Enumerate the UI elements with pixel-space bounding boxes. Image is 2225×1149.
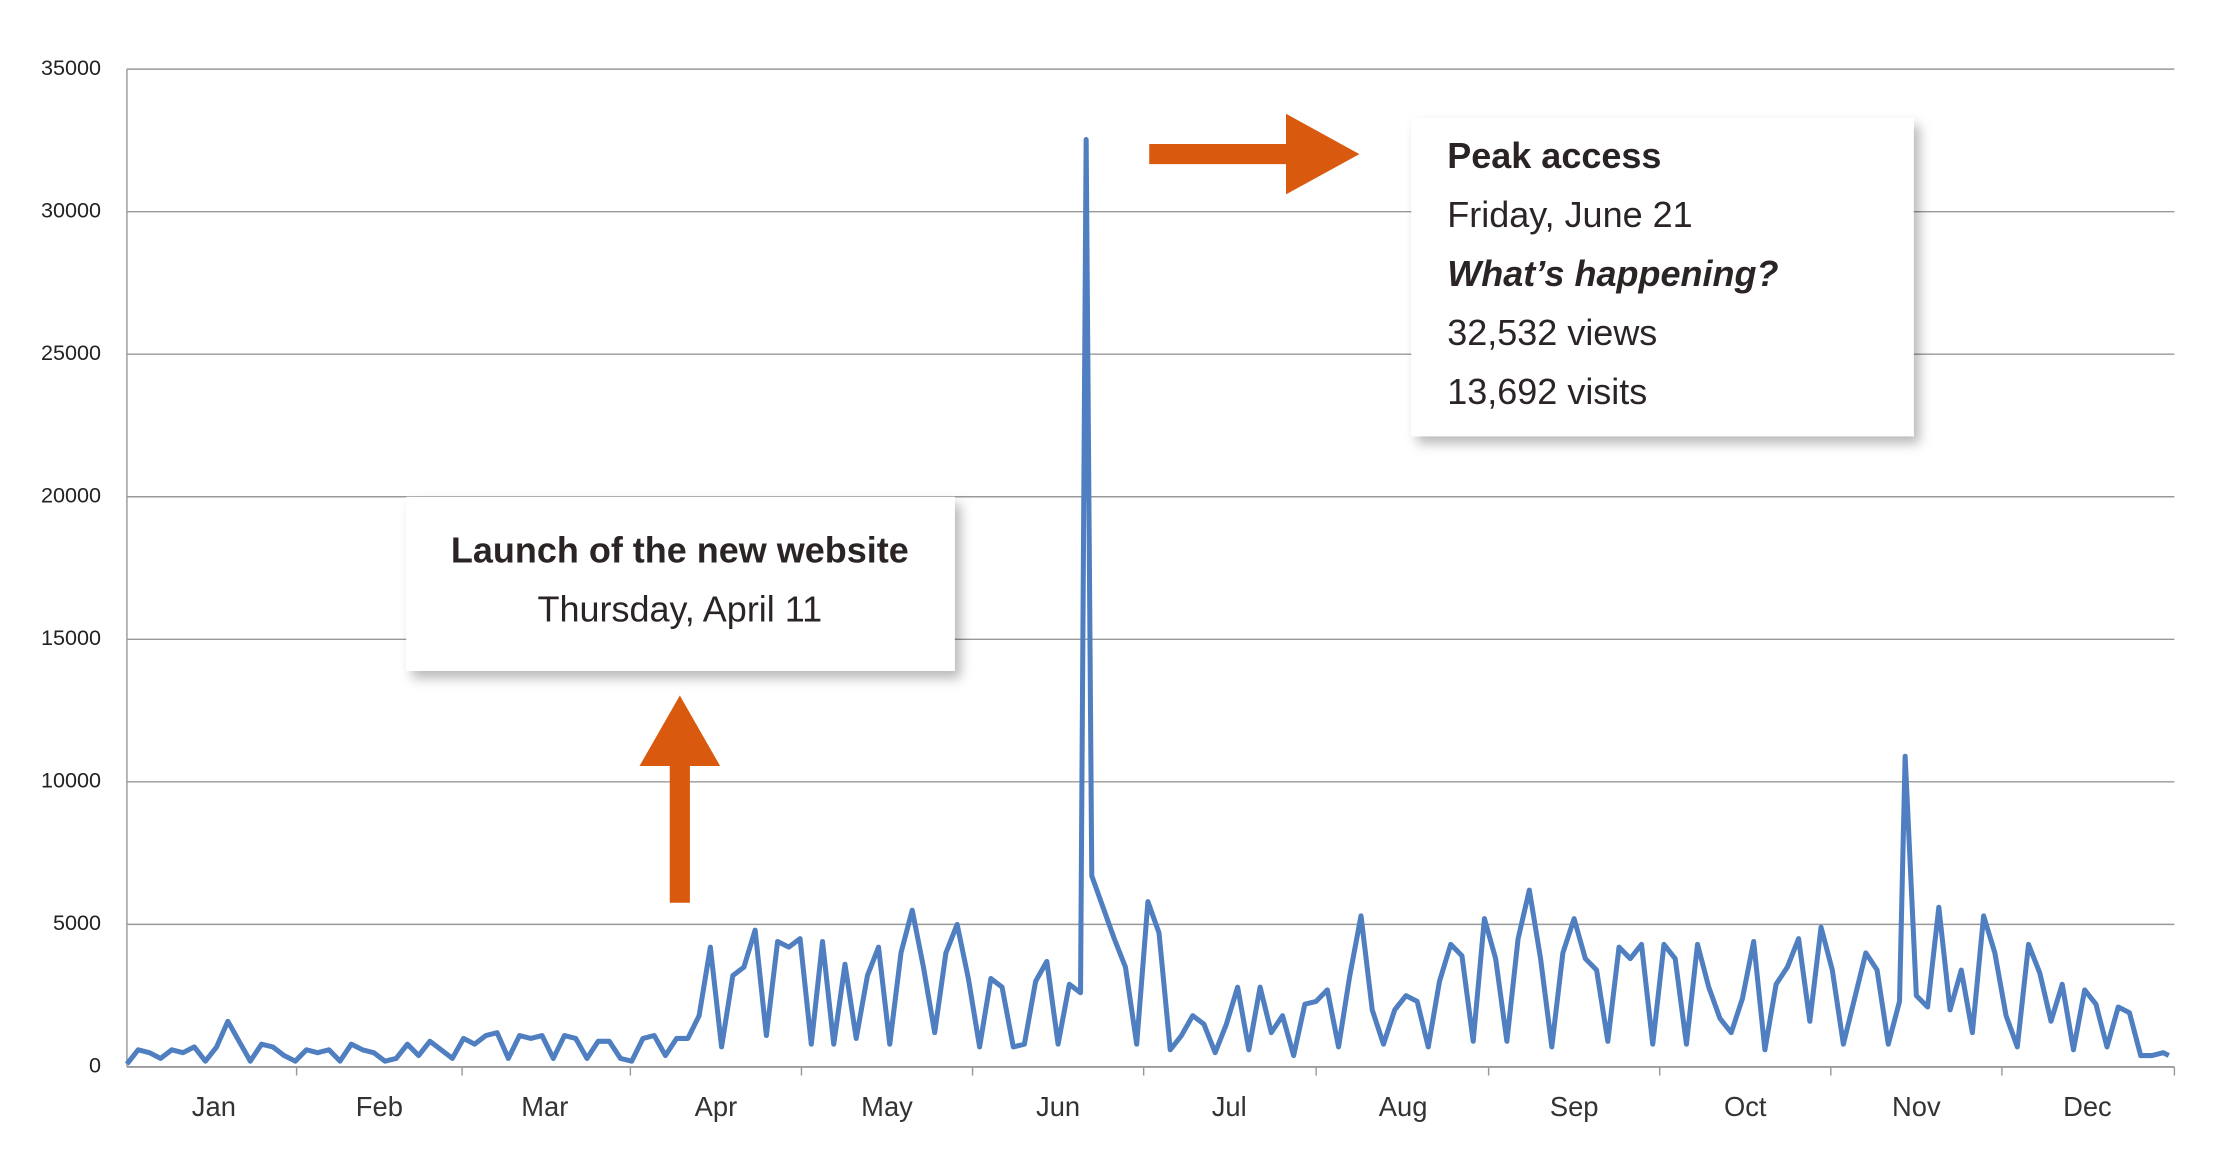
annotation-text: Thursday, April 11 <box>537 588 822 629</box>
x-tick-label: Nov <box>1892 1091 1941 1122</box>
x-tick-label: Feb <box>356 1091 403 1122</box>
y-tick-label: 10000 <box>41 768 101 793</box>
annotation-title: Peak access <box>1447 135 1661 176</box>
x-tick-label: Aug <box>1379 1091 1428 1122</box>
annotation-launch: Launch of the new website Thursday, Apri… <box>406 496 955 903</box>
x-tick-label: May <box>861 1091 913 1122</box>
x-tick-label: Jan <box>192 1091 236 1122</box>
annotation-text: What’s happening? <box>1447 253 1778 294</box>
annotation-text: 32,532 views <box>1447 312 1657 353</box>
y-tick-label: 15000 <box>41 625 101 650</box>
x-tick-label: Mar <box>521 1091 568 1122</box>
annotation-peak: Peak access Friday, June 21 What’s happe… <box>1149 113 1914 437</box>
y-tick-label: 0 <box>89 1053 101 1078</box>
y-tick-label: 25000 <box>41 340 101 365</box>
annotation-box <box>1411 118 1914 437</box>
y-tick-label: 20000 <box>41 482 101 507</box>
annotation-text: Friday, June 21 <box>1447 194 1692 235</box>
x-tick-label: Apr <box>695 1091 738 1122</box>
y-tick-label: 30000 <box>41 197 101 222</box>
arrow-right <box>1149 113 1360 195</box>
x-tick-label: Jul <box>1212 1091 1247 1122</box>
line-series <box>124 137 2170 1066</box>
plot <box>124 137 2170 1066</box>
y-tick-label: 35000 <box>41 55 101 80</box>
y-tick-label: 5000 <box>53 910 101 935</box>
annotation-box <box>406 496 955 671</box>
arrow-up <box>639 695 721 903</box>
x-tick-label: Jun <box>1036 1091 1080 1122</box>
x-tick-label: Oct <box>1724 1091 1767 1122</box>
x-tick-label: Sep <box>1550 1091 1599 1122</box>
annotation-title: Launch of the new website <box>451 529 909 570</box>
x-tick-label: Dec <box>2063 1091 2112 1122</box>
annotation-text: 13,692 visits <box>1447 371 1647 412</box>
